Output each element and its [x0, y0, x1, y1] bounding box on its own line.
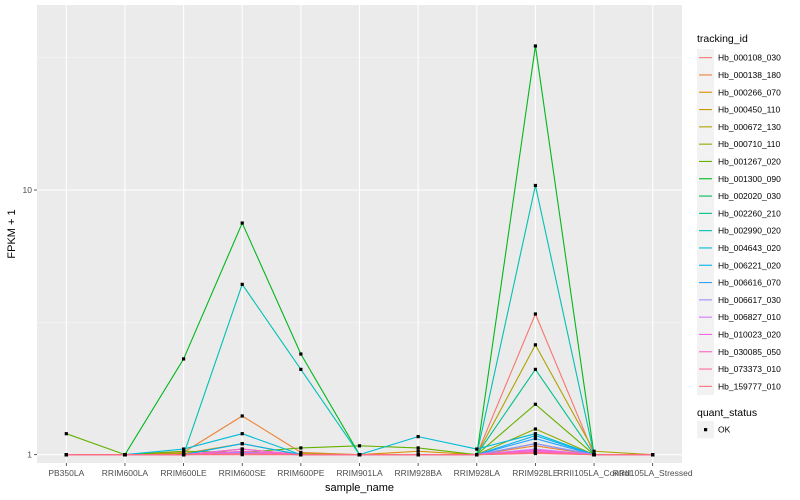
legend-label-Hb_000450_110: Hb_000450_110 — [718, 105, 781, 115]
point-Hb_030085_050-RRIM928LE — [533, 448, 538, 452]
legend-label-Hb_000266_070: Hb_000266_070 — [718, 87, 781, 97]
legend-label-Hb_000138_180: Hb_000138_180 — [718, 70, 781, 80]
legend-label-Hb_030085_050: Hb_030085_050 — [718, 347, 781, 357]
x-tick-label-0: PB350LA — [48, 468, 84, 478]
point-Hb_159777_010-RRIM600SE — [240, 453, 244, 457]
point-Hb_159777_010-RRIM901LA — [357, 453, 362, 457]
point-Hb_002990_020-RRIM928LE — [533, 183, 538, 188]
point-Hb_001267_020-RRIM600PE — [299, 446, 303, 450]
point-Hb_001300_090-RRIM600SE — [240, 221, 244, 225]
legend-label-Hb_000108_030: Hb_000108_030 — [718, 53, 781, 63]
point-Hb_159777_010-RRIM600LE — [181, 453, 186, 457]
point-Hb_001267_020-PB350LA — [64, 432, 68, 436]
x-tick-label-2: RRIM600LE — [160, 468, 207, 478]
x-tick-label-9: RRII105LA_Control — [557, 468, 631, 478]
point-Hb_002990_020-RRIM600PE — [299, 367, 303, 371]
point-Hb_030085_050-RRIM600SE — [240, 449, 244, 453]
shape-legend-square-icon — [704, 428, 708, 432]
x-tick-label-1: RRIM600LA — [102, 468, 149, 478]
point-Hb_010023_020-RRIM600SE — [240, 447, 244, 451]
legend-label-Hb_004643_020: Hb_004643_020 — [718, 243, 781, 253]
point-Hb_000108_030-RRIM928LE — [533, 312, 538, 316]
point-Hb_000672_130-RRIM928LE — [533, 343, 538, 347]
point-Hb_159777_010-RRIM928BA — [416, 453, 420, 457]
x-tick-label-3: RRIM600SE — [219, 468, 267, 478]
legend: tracking_id Hb_000108_030Hb_000138_180Hb… — [697, 33, 781, 439]
legend-label-Hb_006827_010: Hb_006827_010 — [718, 312, 781, 322]
point-Hb_159777_010-RRIM928LA — [475, 453, 479, 457]
grid-lines — [37, 5, 682, 463]
point-Hb_159777_010-RRIM600PE — [299, 453, 303, 457]
point-Hb_006616_070-RRIM928LE — [533, 436, 538, 441]
point-Hb_001300_090-RRIM928LE — [533, 44, 538, 48]
shape-legend-label-OK: OK — [718, 425, 731, 435]
point-Hb_159777_010-RRII105LA_Stressed — [651, 453, 655, 457]
point-Hb_001300_090-RRIM600LE — [181, 357, 186, 361]
point-Hb_159777_010-RRII105LA_Control — [592, 453, 596, 457]
legend-label-Hb_159777_010: Hb_159777_010 — [718, 381, 781, 391]
point-Hb_159777_010-PB350LA — [64, 453, 68, 457]
shape-legend-title: quant_status — [697, 407, 757, 419]
point-Hb_001267_020-RRIM928LE — [533, 402, 538, 406]
x-tick-label-8: RRIM928LE — [512, 468, 559, 478]
x-tick-label-10: RRII105LA_Stressed — [613, 468, 693, 478]
x-axis: PB350LA RRIM600LA RRIM600LE RRIM600SE RRIM60… — [48, 463, 693, 478]
point-Hb_004643_020-RRIM600LE — [181, 447, 186, 451]
x-axis-title: sample_name — [325, 482, 394, 494]
point-Hb_159777_010-RRIM600LA — [123, 453, 127, 457]
legend-items: Hb_000108_030 Hb_000138_180 Hb_000266_070 H… — [697, 49, 781, 395]
point-Hb_006221_020-RRIM600SE — [240, 442, 244, 446]
point-Hb_159777_010-RRIM928LE — [533, 451, 538, 456]
legend-label-Hb_010023_020: Hb_010023_020 — [718, 329, 781, 339]
legend-label-Hb_073373_010: Hb_073373_010 — [718, 364, 781, 374]
point-Hb_001267_020-RRIM901LA — [357, 444, 362, 448]
point-Hb_000710_110-RRIM928LE — [533, 427, 538, 431]
x-tick-label-7: RRIM928LA — [454, 468, 501, 478]
legend-label-Hb_000672_130: Hb_000672_130 — [718, 122, 781, 132]
point-Hb_000266_070-RRIM928BA — [416, 449, 420, 453]
legend-label-Hb_002260_210: Hb_002260_210 — [718, 208, 781, 218]
legend-title: tracking_id — [697, 33, 748, 45]
legend-label-Hb_006617_030: Hb_006617_030 — [718, 295, 781, 305]
y-axis: 1 10 — [23, 185, 37, 460]
y-axis-title: FPKM + 1 — [6, 209, 18, 258]
x-tick-label-4: RRIM600PE — [277, 468, 325, 478]
data-points — [64, 44, 655, 457]
point-Hb_004643_020-RRIM928LE — [533, 432, 538, 436]
point-Hb_001267_020-RRIM928BA — [416, 446, 420, 450]
legend-label-Hb_006616_070: Hb_006616_070 — [718, 278, 781, 288]
point-Hb_004643_020-RRIM928BA — [416, 435, 420, 439]
point-Hb_000138_180-RRIM600SE — [240, 414, 244, 418]
point-Hb_002990_020-RRIM600SE — [240, 282, 244, 286]
legend-label-Hb_000710_110: Hb_000710_110 — [718, 139, 781, 149]
x-tick-label-5: RRIM901LA — [336, 468, 383, 478]
point-Hb_006221_020-RRIM928LE — [533, 434, 538, 438]
point-Hb_006617_030-RRIM928LE — [533, 442, 538, 446]
point-Hb_004643_020-RRIM928LA — [475, 447, 479, 451]
legend-label-Hb_002020_030: Hb_002020_030 — [718, 191, 781, 201]
shape-legend-items: OK — [697, 421, 731, 439]
x-tick-label-6: RRIM928BA — [395, 468, 443, 478]
point-Hb_002260_210-RRIM928LE — [533, 367, 538, 371]
point-Hb_001300_090-RRIM600PE — [299, 352, 303, 356]
point-Hb_000138_180-RRIM928LE — [533, 444, 538, 448]
legend-label-Hb_006221_020: Hb_006221_020 — [718, 260, 781, 270]
point-Hb_001267_020-RRIM600LE — [181, 449, 186, 453]
y-tick-label-1: 10 — [23, 185, 33, 195]
y-tick-label-0: 1 — [27, 450, 32, 460]
point-Hb_000672_130-RRII105LA_Control — [592, 449, 596, 453]
legend-label-Hb_001300_090: Hb_001300_090 — [718, 174, 781, 184]
point-Hb_004643_020-RRIM600SE — [240, 432, 244, 436]
legend-label-Hb_001267_020: Hb_001267_020 — [718, 156, 781, 166]
legend-label-Hb_002990_020: Hb_002990_020 — [718, 226, 781, 236]
